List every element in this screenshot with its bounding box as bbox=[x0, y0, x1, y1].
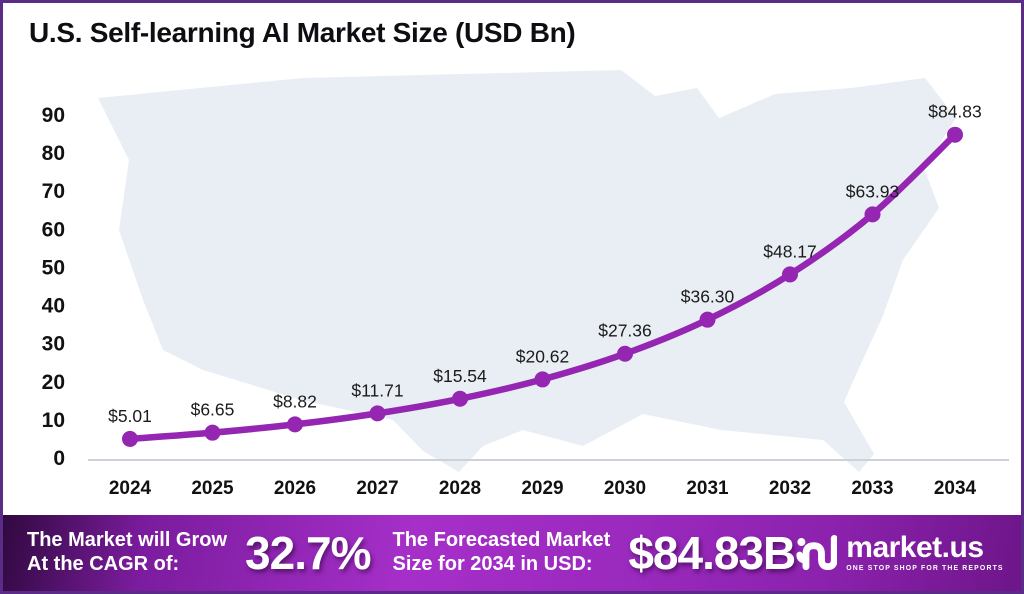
y-tick-label: 50 bbox=[42, 256, 65, 279]
x-tick-label: 2026 bbox=[274, 478, 316, 499]
data-point-label: $27.36 bbox=[598, 321, 652, 341]
x-tick-label: 2032 bbox=[769, 478, 811, 499]
x-axis-tick-labels: 2024 2025 2026 2027 2028 2029 2030 2031 2032 2033… bbox=[109, 478, 977, 499]
y-tick-label: 70 bbox=[42, 180, 65, 203]
forecast-caption-line2: Size for 2034 in USD: bbox=[392, 553, 593, 575]
cagr-caption-line1: The Market will Grow bbox=[27, 529, 228, 552]
data-points-group bbox=[122, 126, 963, 447]
data-point-2028 bbox=[452, 390, 468, 407]
cagr-value: 32.7% bbox=[245, 527, 371, 579]
forecast-caption-line1: The Forecasted Market bbox=[392, 529, 611, 552]
data-point-labels-group: $5.01 $6.65 $8.82 $11.71 $15.54 $20.62 $27.36 $… bbox=[108, 102, 982, 426]
data-point-label: $36.30 bbox=[681, 287, 735, 307]
data-point-2030 bbox=[617, 345, 633, 362]
x-tick-label: 2025 bbox=[191, 478, 234, 499]
market-us-logo-icon bbox=[796, 534, 838, 571]
x-tick-label: 2033 bbox=[851, 478, 893, 499]
data-point-2027 bbox=[369, 405, 386, 422]
chart-title: U.S. Self-learning AI Market Size (USD B… bbox=[29, 17, 576, 48]
data-point-2024 bbox=[122, 430, 138, 447]
y-tick-label: 10 bbox=[42, 409, 65, 432]
y-tick-label: 30 bbox=[42, 333, 65, 356]
data-point-2026 bbox=[287, 416, 303, 433]
data-point-2034 bbox=[947, 126, 963, 143]
forecast-value: $84.83B bbox=[628, 527, 796, 579]
data-point-2025 bbox=[204, 424, 221, 441]
brand-text: market.us ONE STOP SHOP FOR THE REPORTS bbox=[846, 533, 1003, 573]
x-tick-label: 2027 bbox=[356, 478, 398, 499]
x-tick-label: 2028 bbox=[439, 478, 481, 499]
data-point-2029 bbox=[534, 371, 551, 388]
y-tick-label: 90 bbox=[42, 104, 65, 127]
us-map-silhouette bbox=[98, 70, 956, 472]
data-point-2031 bbox=[699, 311, 716, 328]
y-tick-label: 40 bbox=[42, 295, 65, 318]
x-tick-label: 2029 bbox=[521, 478, 563, 499]
y-tick-label: 60 bbox=[42, 218, 65, 241]
forecast-caption: The Forecasted Market Size for 2034 in U… bbox=[392, 529, 610, 576]
y-axis-tick-labels: 0 10 20 30 40 50 60 70 80 90 bbox=[42, 104, 65, 470]
y-tick-label: 0 bbox=[53, 447, 65, 470]
brand-tagline: ONE STOP SHOP FOR THE REPORTS bbox=[846, 565, 1004, 573]
x-tick-label: 2034 bbox=[934, 478, 977, 499]
x-tick-label: 2031 bbox=[686, 478, 729, 499]
cagr-caption-line2: At the CAGR of: bbox=[27, 553, 180, 575]
data-point-label: $63.93 bbox=[846, 181, 900, 201]
data-point-label: $48.17 bbox=[763, 241, 817, 261]
data-point-label: $20.62 bbox=[516, 346, 570, 366]
data-point-2032 bbox=[782, 266, 798, 283]
brand-lockup: market.us ONE STOP SHOP FOR THE REPORTS bbox=[795, 532, 1003, 574]
bottom-banner: The Market will Grow At the CAGR of: 32.… bbox=[3, 515, 1021, 591]
data-point-label: $6.65 bbox=[191, 400, 235, 420]
x-tick-label: 2030 bbox=[604, 478, 646, 499]
data-point-label: $8.82 bbox=[273, 391, 317, 411]
y-tick-label: 80 bbox=[42, 142, 65, 165]
x-tick-label: 2024 bbox=[109, 478, 152, 499]
data-point-label: $11.71 bbox=[351, 380, 403, 400]
y-tick-label: 20 bbox=[42, 371, 65, 394]
data-point-label: $84.83 bbox=[928, 102, 982, 122]
data-point-2033 bbox=[864, 206, 881, 223]
cagr-caption: The Market will Grow At the CAGR of: bbox=[27, 529, 227, 576]
data-point-label: $5.01 bbox=[108, 406, 152, 426]
brand-name: market.us bbox=[846, 531, 984, 565]
data-point-label: $15.54 bbox=[433, 366, 487, 386]
